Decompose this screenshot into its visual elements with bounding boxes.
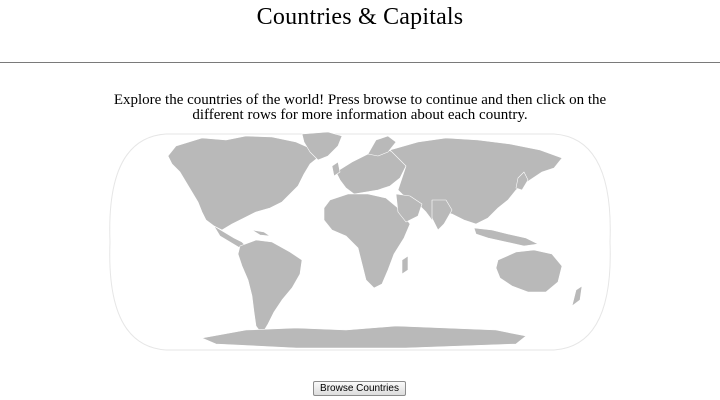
africa (323, 193, 411, 289)
australia (495, 249, 563, 293)
madagascar (401, 255, 409, 275)
central-america (213, 225, 247, 249)
europe (335, 149, 407, 195)
antarctica (201, 325, 527, 349)
greenland (301, 131, 343, 161)
new-zealand (571, 285, 583, 307)
southeast-asia-islands (473, 227, 539, 247)
header-divider (0, 62, 720, 63)
north-america-landmass (167, 135, 321, 231)
india (431, 199, 453, 231)
map-outline (109, 133, 611, 351)
japan (515, 171, 529, 191)
page-header: Countries & Capitals (0, 0, 720, 64)
scandinavia (367, 135, 397, 157)
browse-countries-button[interactable]: Browse Countries (313, 381, 406, 396)
world-map (106, 128, 614, 356)
south-america (237, 239, 303, 335)
intro-text: Explore the countries of the world! Pres… (113, 92, 607, 123)
british-isles (331, 161, 341, 177)
page-title: Countries & Capitals (256, 4, 464, 30)
arabian-peninsula (395, 193, 423, 223)
caribbean-islands (251, 229, 271, 237)
world-map-graphic (109, 131, 611, 351)
